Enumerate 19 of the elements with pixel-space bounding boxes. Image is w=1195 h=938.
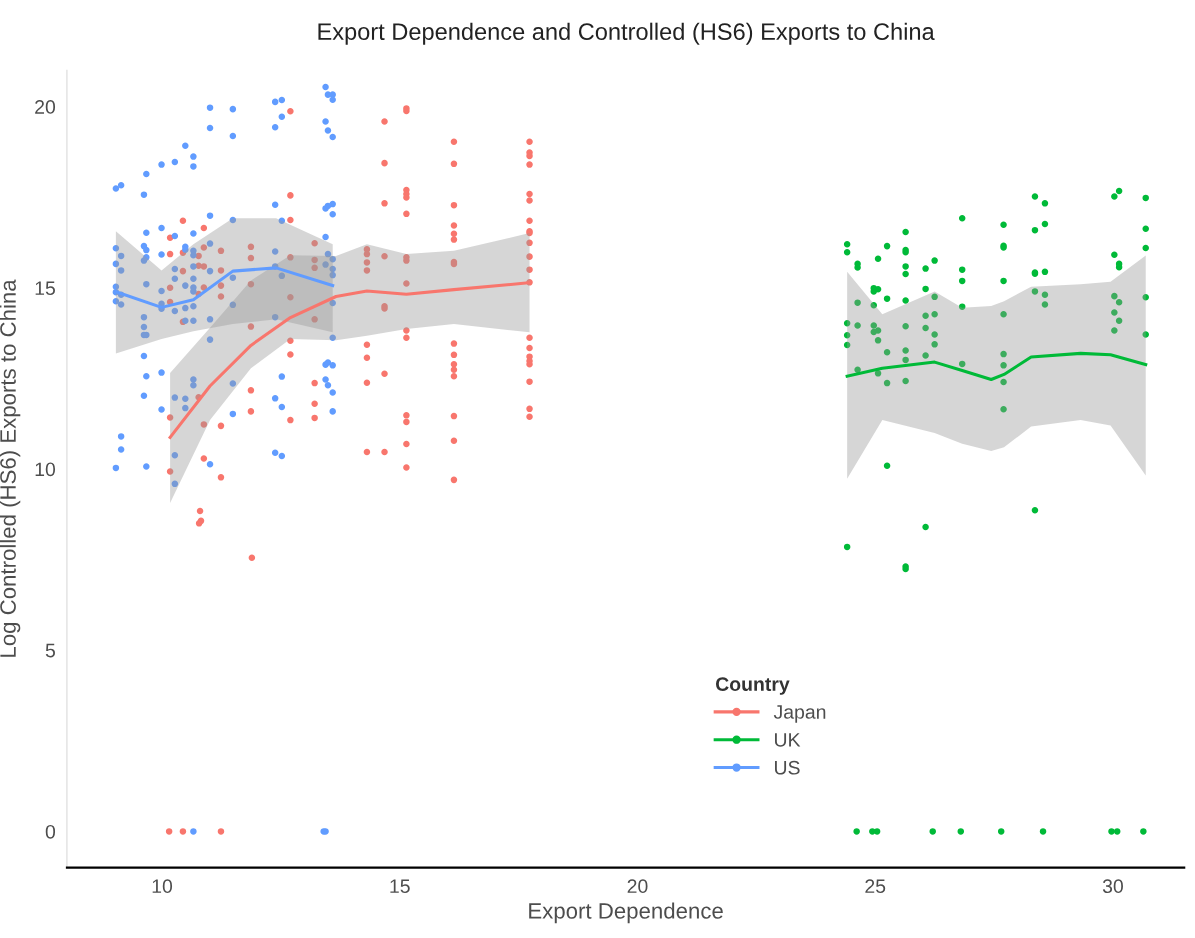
x-tick-label: 25 <box>865 879 886 894</box>
y-tick-label: 20 <box>35 100 56 114</box>
y-tick-label: 15 <box>35 281 55 296</box>
x-tick-label: 30 <box>1102 879 1123 894</box>
line-series <box>845 351 1148 382</box>
x-tick-label: 10 <box>152 879 173 894</box>
chart-title: Export Dependence and Controlled (HS6) Exports to China <box>318 22 935 45</box>
legend-label: US <box>775 760 800 775</box>
legend-label: UK <box>775 733 801 747</box>
x-tick-label: 15 <box>390 879 410 894</box>
x-tick-label: 20 <box>627 879 648 894</box>
legend-label: Japan <box>773 705 826 723</box>
y-axis-title: Log Controlled (HS6) Exports to China <box>0 279 21 657</box>
legend-title: Country <box>715 677 790 695</box>
y-tick-label: 5 <box>45 643 55 658</box>
y-tick-label: 0 <box>45 824 56 839</box>
line-series <box>168 281 532 439</box>
x-axis-title: Export Dependence <box>529 902 723 924</box>
y-tick-label: 10 <box>35 462 56 477</box>
